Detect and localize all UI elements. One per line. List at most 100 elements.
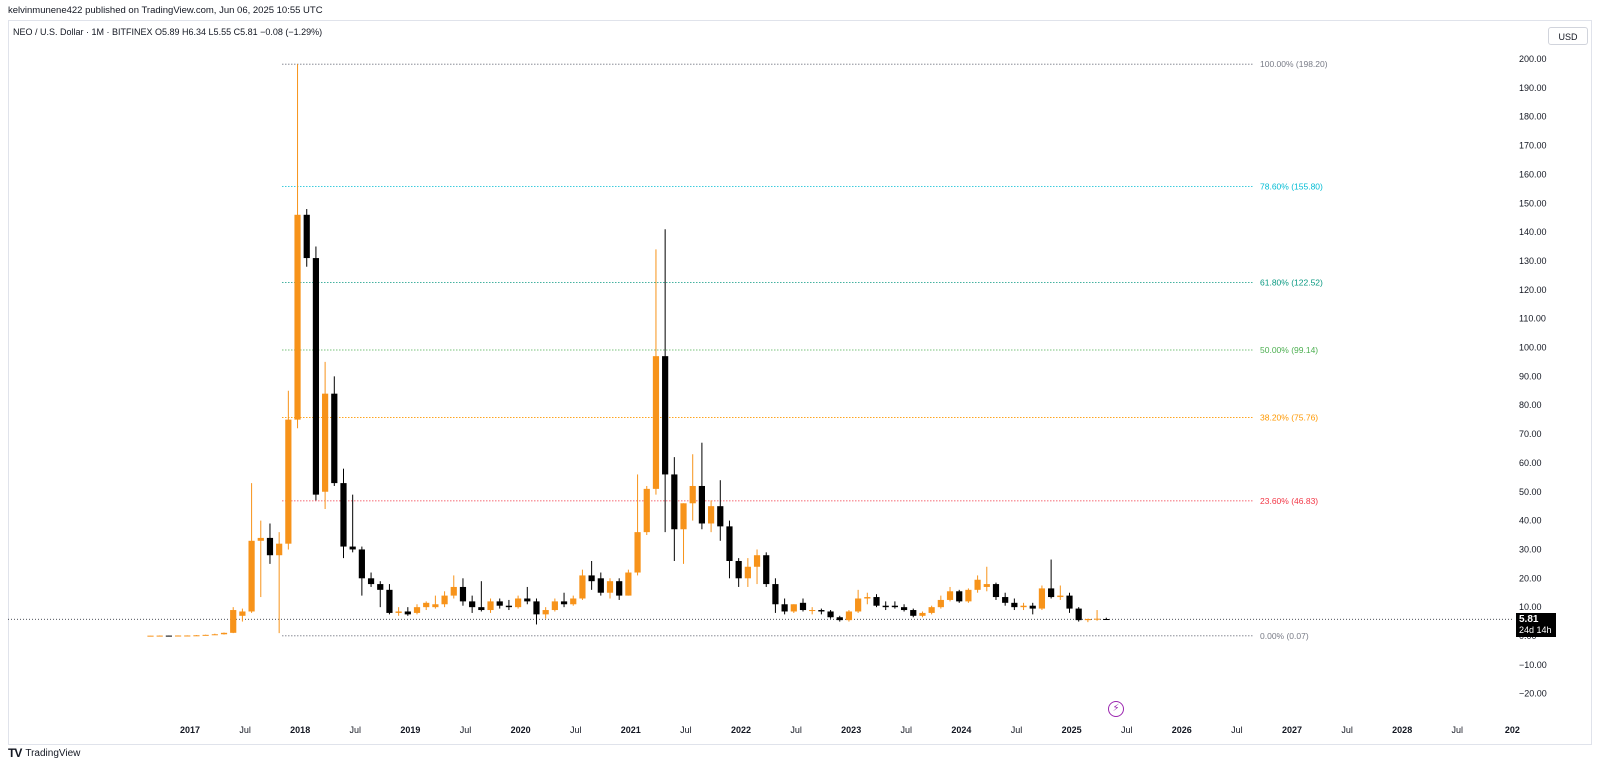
candle-body bbox=[1057, 595, 1064, 598]
candle-body bbox=[570, 598, 577, 605]
x-tick-label: 2024 bbox=[951, 725, 971, 735]
candle-body bbox=[956, 591, 963, 602]
candle-body bbox=[588, 575, 595, 582]
candle-body bbox=[873, 597, 880, 606]
x-tick-label: 2028 bbox=[1392, 725, 1412, 735]
candle-body bbox=[763, 555, 770, 585]
candle-body bbox=[1011, 602, 1018, 608]
fib-level-label: 100.00% (198.20) bbox=[1260, 59, 1328, 69]
y-tick-label: −20.00 bbox=[1519, 689, 1547, 699]
candle-body bbox=[965, 589, 972, 602]
candle-body bbox=[983, 584, 990, 587]
y-tick-label: 40.00 bbox=[1519, 516, 1542, 526]
candle-body bbox=[928, 607, 935, 613]
symbol-info-line[interactable]: NEO / U.S. Dollar · 1M · BITFINEX O5.89 … bbox=[13, 27, 323, 37]
y-tick-label: 70.00 bbox=[1519, 429, 1542, 439]
candle-body bbox=[377, 584, 384, 590]
bar-countdown: 24d 14h bbox=[1519, 625, 1552, 635]
candle-body bbox=[469, 601, 476, 608]
candle-body bbox=[1020, 605, 1027, 608]
fib-level-label: 78.60% (155.80) bbox=[1260, 182, 1323, 192]
candle-body bbox=[1093, 618, 1101, 620]
y-tick-label: 190.00 bbox=[1519, 83, 1547, 93]
candle-body bbox=[303, 214, 310, 259]
candle-body bbox=[165, 635, 172, 637]
x-tick-label: Jul bbox=[460, 725, 472, 735]
candle-body bbox=[367, 578, 375, 585]
candle-body bbox=[266, 537, 274, 556]
y-tick-label: 10.00 bbox=[1519, 602, 1542, 612]
candle-body bbox=[1066, 595, 1073, 609]
lightning-icon[interactable]: ⚡ bbox=[1108, 701, 1124, 717]
candle-body bbox=[818, 610, 825, 612]
candle-body bbox=[946, 591, 954, 600]
candle-body bbox=[478, 607, 485, 611]
x-tick-label: Jul bbox=[570, 725, 582, 735]
candle-body bbox=[992, 584, 1000, 598]
y-tick-label: 60.00 bbox=[1519, 458, 1542, 468]
candle-body bbox=[358, 549, 365, 579]
candle-body bbox=[855, 598, 862, 612]
fib-level-label: 0.00% (0.07) bbox=[1260, 631, 1309, 641]
candle-body bbox=[1084, 618, 1091, 621]
candle-body bbox=[689, 485, 696, 504]
candle-body bbox=[726, 526, 733, 561]
candle-body bbox=[753, 555, 761, 567]
candle-body bbox=[248, 540, 255, 612]
candle-body bbox=[184, 635, 191, 637]
x-tick-label: 2023 bbox=[841, 725, 861, 735]
x-tick-label: 202 bbox=[1505, 725, 1520, 735]
candle-body bbox=[597, 578, 604, 593]
candle-body bbox=[900, 607, 908, 611]
x-tick-label: 2019 bbox=[400, 725, 420, 735]
candle-body bbox=[551, 601, 558, 611]
candle-body bbox=[413, 607, 421, 613]
candle-body bbox=[423, 602, 430, 608]
candle-body bbox=[891, 605, 898, 608]
candle-body bbox=[156, 635, 163, 637]
candle-body bbox=[533, 601, 540, 615]
y-tick-label: 120.00 bbox=[1519, 285, 1547, 295]
candle-body bbox=[616, 581, 623, 596]
candle-body bbox=[735, 560, 742, 579]
x-tick-label: Jul bbox=[1121, 725, 1133, 735]
candle-body bbox=[827, 611, 834, 618]
candle-body bbox=[349, 546, 356, 550]
x-tick-label: 2021 bbox=[621, 725, 641, 735]
candle-body bbox=[496, 601, 503, 606]
candle-body bbox=[625, 572, 632, 596]
chart-frame bbox=[8, 20, 1592, 745]
candle-body bbox=[220, 632, 228, 635]
candle-body bbox=[606, 581, 614, 593]
candle-body bbox=[487, 601, 494, 611]
x-tick-label: 2025 bbox=[1062, 725, 1082, 735]
candle-body bbox=[799, 602, 807, 611]
x-tick-label: Jul bbox=[1452, 725, 1464, 735]
candle-body bbox=[560, 601, 568, 605]
x-tick-label: 2020 bbox=[511, 725, 531, 735]
x-tick-label: Jul bbox=[1231, 725, 1243, 735]
candle-body bbox=[459, 586, 467, 602]
x-tick-label: Jul bbox=[680, 725, 692, 735]
y-tick-label: 180.00 bbox=[1519, 112, 1547, 122]
y-tick-label: 30.00 bbox=[1519, 544, 1542, 554]
currency-button[interactable]: USD bbox=[1548, 27, 1588, 45]
y-tick-label: 200.00 bbox=[1519, 54, 1547, 64]
fib-level-label: 38.20% (75.76) bbox=[1260, 412, 1318, 422]
candle-body bbox=[239, 611, 246, 616]
candle-body bbox=[294, 214, 301, 420]
candle-body bbox=[698, 485, 705, 524]
y-tick-label: 150.00 bbox=[1519, 198, 1547, 208]
candle-body bbox=[386, 589, 393, 613]
y-tick-label: 130.00 bbox=[1519, 256, 1547, 266]
x-tick-label: 2022 bbox=[731, 725, 751, 735]
candle-body bbox=[781, 604, 788, 612]
candle-body bbox=[652, 356, 660, 489]
candle-body bbox=[395, 611, 402, 613]
tradingview-brand[interactable]: TV TradingView bbox=[8, 746, 80, 760]
x-tick-label: Jul bbox=[901, 725, 913, 735]
candle-body bbox=[202, 634, 209, 636]
candle-body bbox=[662, 356, 669, 475]
candle-body bbox=[836, 617, 843, 621]
